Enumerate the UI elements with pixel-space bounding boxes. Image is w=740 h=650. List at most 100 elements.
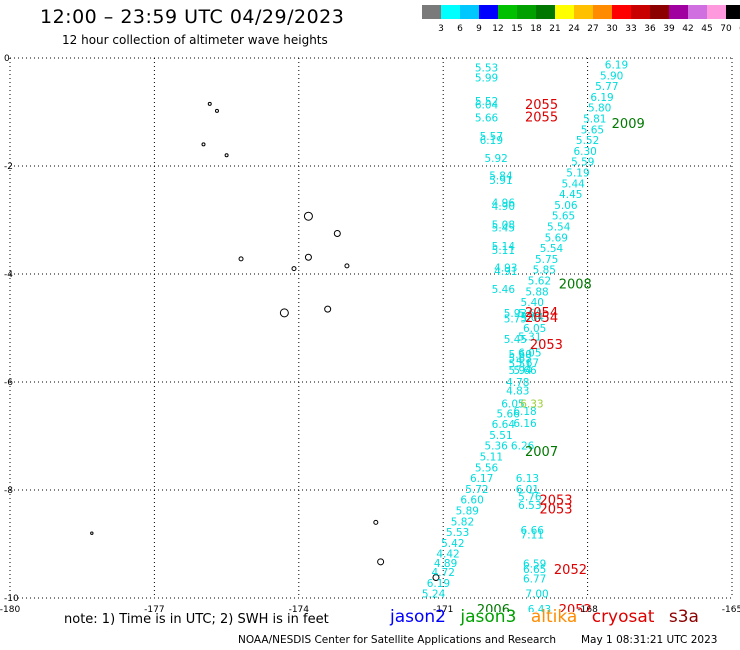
legend-swatch xyxy=(612,5,631,19)
swh-value-label: 5.19 xyxy=(566,167,589,179)
swh-value-label: 5.88 xyxy=(525,286,548,298)
chart-title: 12:00 – 23:59 UTC 04/29/2023 xyxy=(40,6,345,28)
swh-value-label: 5.67 xyxy=(516,358,539,370)
swh-value-label: 4.96 xyxy=(492,198,516,210)
swh-value-label: 4.72 xyxy=(432,567,455,579)
wave-height-plot: -180 -177 -174 -171 -168 -165 0 -2 -4 -6 -8 -10 5.53… xyxy=(0,54,740,612)
swh-value-label: 5.72 xyxy=(465,484,488,496)
swh-value-label: 5.65 xyxy=(552,211,575,223)
satellite-jason3: jason3 xyxy=(460,607,517,627)
swh-value-label: 5.84 xyxy=(489,171,513,183)
swh-value-label: 5.53 xyxy=(446,527,469,539)
pass-time-label: 2007 xyxy=(525,445,558,460)
pass-time-label: 2053 xyxy=(539,494,572,509)
swh-value-label: 6.17 xyxy=(470,473,493,485)
swh-value-label: 5.65 xyxy=(581,124,604,136)
swh-value-label: 5.31 xyxy=(518,332,541,344)
swh-value-label: 7.11 xyxy=(521,529,544,541)
legend-swatch xyxy=(555,5,574,19)
legend-swatch xyxy=(536,5,555,19)
legend-tick-label: 18 xyxy=(530,24,542,34)
swh-value-label: 4.42 xyxy=(436,549,459,561)
swh-value-label: 6.30 xyxy=(573,146,596,158)
footnote: note: 1) Time is in UTC; 2) SWH is in fe… xyxy=(64,612,329,627)
swh-value-label: 6.05 xyxy=(501,399,524,411)
island-outline xyxy=(279,308,289,318)
swh-value-label: 5.82 xyxy=(451,516,474,528)
swh-value-label: 6.05 xyxy=(523,323,546,335)
island-outline xyxy=(238,256,244,262)
legend-swatch xyxy=(441,5,460,19)
swh-value-label: 6.64 xyxy=(492,419,516,431)
swh-value-label: 5.60 xyxy=(509,349,532,361)
generated-timestamp: May 1 08:31:21 UTC 2023 xyxy=(581,634,718,646)
island-outline xyxy=(207,101,212,106)
swh-value-label: 5.56 xyxy=(475,462,499,474)
swh-value-label: 5.62 xyxy=(528,275,551,287)
pass-time-label: 2055 xyxy=(525,98,558,113)
pass-time-label: 2008 xyxy=(559,278,592,293)
swh-value-label: 6.26 xyxy=(511,441,535,453)
swh-value-label: 5.91 xyxy=(489,175,512,187)
x-tick-label: -174 xyxy=(289,605,310,612)
swh-value-label: 6.53 xyxy=(518,500,541,512)
swh-value-label: 5.75 xyxy=(504,313,527,325)
satellite-legend: jason2 jason3 altika cryosat s3a xyxy=(390,607,708,627)
swh-value-label: 5.66 xyxy=(475,112,499,124)
swh-value-label: 5.65 xyxy=(509,353,532,365)
island-outline xyxy=(324,305,332,313)
swh-value-label: 5.54 xyxy=(540,243,564,255)
legend-swatch xyxy=(650,5,669,19)
swh-value-label: 4.89 xyxy=(434,558,457,570)
swh-value-label: 5.54 xyxy=(547,221,571,233)
legend-swatch xyxy=(498,5,517,19)
swh-value-label: 5.44 xyxy=(561,178,585,190)
swh-value-label: 5.80 xyxy=(588,103,611,115)
island-outline xyxy=(214,108,219,113)
swh-value-label: 6.65 xyxy=(523,564,546,576)
swh-value-label: 5.99 xyxy=(475,72,498,84)
pass-time-label: 2055 xyxy=(525,110,558,125)
island-outline xyxy=(344,263,350,269)
swh-value-label: 5.66 xyxy=(496,408,520,420)
legend-tick-label: 45 xyxy=(701,24,712,34)
swh-value-label: 6.19 xyxy=(605,59,628,71)
legend-tick-label: 36 xyxy=(644,24,656,34)
swh-value-label: 5.40 xyxy=(521,297,544,309)
swh-value-label: 5.89 xyxy=(456,506,479,518)
island-outline xyxy=(373,519,379,525)
legend-tick-label: 12 xyxy=(492,24,503,34)
legend-swatch xyxy=(707,5,726,19)
y-tick-label: -6 xyxy=(4,378,13,388)
swh-value-label: 5.69 xyxy=(545,232,568,244)
legend-tick-label: 3 xyxy=(438,24,444,34)
swh-value-label: 5.64 xyxy=(521,312,545,324)
swh-value-label: 6.05 xyxy=(518,347,541,359)
swh-value-label: 5.11 xyxy=(492,245,515,257)
y-tick-label: -10 xyxy=(4,594,19,604)
legend-swatch xyxy=(593,5,612,19)
x-tick-label: -180 xyxy=(0,605,20,612)
legend-tick-label: 9 xyxy=(476,24,482,34)
swh-value-label: 5.51 xyxy=(489,430,512,442)
swh-value-label: 6.19 xyxy=(590,92,613,104)
swh-value-label: 6.16 xyxy=(513,418,537,430)
swh-value-label: 5.85 xyxy=(533,265,556,277)
legend-tick-label: 27 xyxy=(587,24,598,34)
swh-value-label: 5.11 xyxy=(480,452,503,464)
legend-tick-label: 6 xyxy=(457,24,463,34)
legend-swatch xyxy=(479,5,498,19)
swh-value-label: 5.52 xyxy=(475,96,498,108)
island-outline xyxy=(333,230,341,237)
swh-value-label: 6.13 xyxy=(516,473,539,485)
satellite-altika: altika xyxy=(530,607,578,627)
swh-value-label: 5.46 xyxy=(492,284,516,296)
swh-value-label: 6.77 xyxy=(523,574,546,586)
swh-value-label: 5.64 xyxy=(518,308,542,320)
legend-tick-label: 24 xyxy=(568,24,580,34)
y-tick-label: -4 xyxy=(4,270,13,280)
pass-time-label: 2052 xyxy=(559,603,592,612)
swh-value-label: 6.01 xyxy=(516,484,539,496)
chart-subtitle: 12 hour collection of altimeter wave hei… xyxy=(62,33,328,47)
pass-time-label: 2054 xyxy=(525,306,558,321)
